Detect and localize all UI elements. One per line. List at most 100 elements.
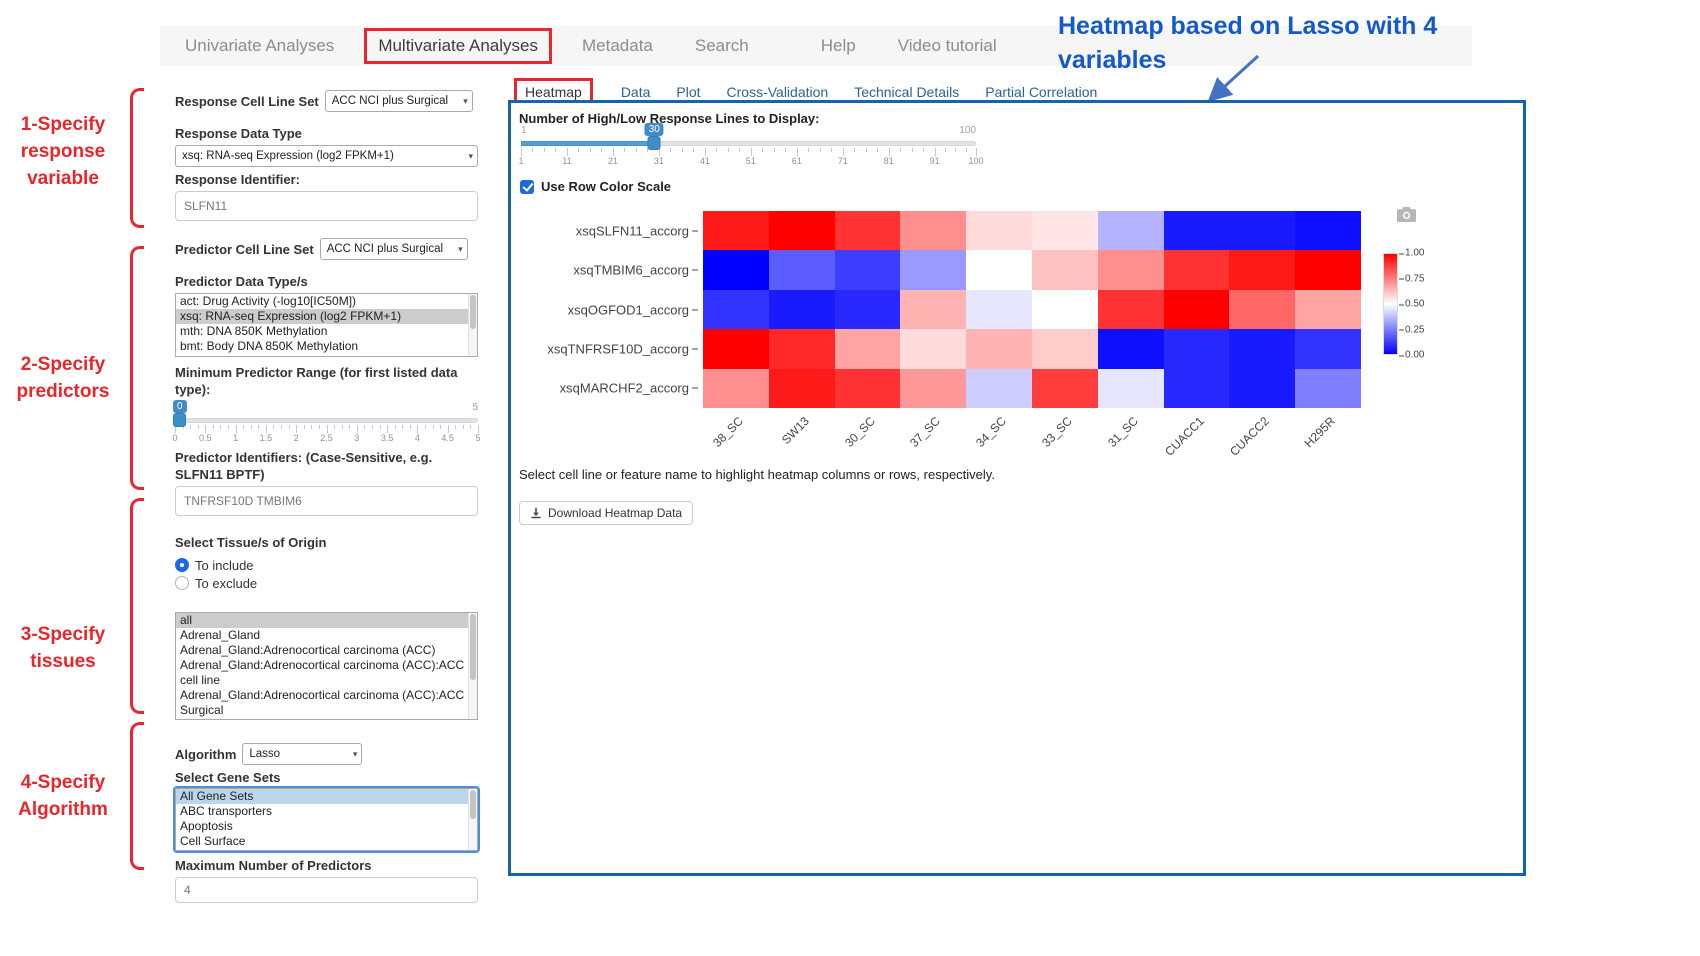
heatmap-cell[interactable] (900, 329, 967, 370)
heatmap-cell[interactable] (1163, 368, 1230, 409)
heatmap-row-label-xsqogfod1-accorg[interactable]: xsqOGFOD1_accorg (567, 302, 689, 317)
heatmap-cell[interactable] (834, 368, 901, 409)
predictor-data-type-list[interactable]: act: Drug Activity (-log10[IC50M]) xsq: R… (175, 293, 478, 357)
list-option-mth-dna-850k-methylation[interactable]: mth: DNA 850K Methylation (180, 324, 328, 338)
heatmap-cell[interactable] (1229, 329, 1296, 370)
nav-item-video-tutorial[interactable]: Video tutorial (897, 36, 997, 55)
response-cell-line-set-select[interactable]: ACC NCI plus Surgical ▾ (324, 90, 473, 112)
heatmap-cell[interactable] (966, 368, 1033, 409)
heatmap-cell[interactable] (966, 289, 1033, 330)
heatmap-cell[interactable] (703, 211, 770, 251)
nav-item-search[interactable]: Search (694, 36, 749, 55)
list-option-xsq-rna-seq-expression-log2-fpkm-1-[interactable]: xsq: RNA-seq Expression (log2 FPKM+1) (176, 309, 477, 324)
radio-option-to-include[interactable]: To include (175, 556, 478, 574)
heatmap-row-label-xsqslfn11-accorg[interactable]: xsqSLFN11_accorg (575, 223, 689, 239)
heatmap-cell[interactable] (768, 329, 836, 370)
heatmap-cell[interactable] (966, 250, 1033, 291)
response-data-type-select[interactable]: xsq: RNA-seq Expression (log2 FPKM+1) ▾ (175, 145, 478, 167)
scrollbar[interactable] (468, 613, 477, 719)
heatmap-cell[interactable] (1097, 289, 1165, 330)
heatmap-cell[interactable] (1032, 211, 1099, 251)
heatmap-cell[interactable] (703, 329, 770, 370)
radio-icon[interactable] (175, 558, 189, 572)
list-option-adrenal-gland[interactable]: Adrenal_Gland (180, 628, 261, 642)
heatmap-cell[interactable] (834, 250, 901, 291)
heatmap-cell[interactable] (834, 329, 901, 370)
algorithm-select[interactable]: Lasso ▾ (242, 743, 363, 765)
radio-icon[interactable] (175, 576, 189, 590)
heatmap-cell[interactable] (768, 368, 836, 409)
heatmap-row-label-xsqmarchf2-accorg[interactable]: xsqMARCHF2_accorg (559, 380, 689, 396)
download-heatmap-button[interactable]: Download Heatmap Data (519, 501, 694, 525)
slider-track[interactable] (175, 418, 478, 423)
heatmap-row-label-xsqtnfrsf10d-accorg[interactable]: xsqTNFRSF10D_accorg (547, 341, 689, 357)
heatmap-cell[interactable] (834, 289, 901, 330)
list-option-adrenal-gland-adrenocortical-carcinoma-acc-[interactable]: Adrenal_Gland:Adrenocortical carcinoma (… (180, 643, 436, 657)
list-option-abc-transporters[interactable]: ABC transporters (180, 804, 273, 818)
heatmap-cell[interactable] (900, 250, 967, 291)
tab-cross-validation[interactable]: Cross-Validation (726, 84, 829, 100)
heatmap-cell[interactable] (1097, 368, 1165, 409)
predictor-cell-line-set-select[interactable]: ACC NCI plus Surgical ▾ (319, 238, 468, 260)
heatmap-cell[interactable] (1032, 329, 1099, 370)
heatmap-cell[interactable] (1295, 211, 1362, 251)
scrollbar-thumb[interactable] (470, 614, 476, 680)
heatmap-cell[interactable] (1032, 368, 1099, 409)
min-range-slider[interactable]: 0 5 0 0 0.5 1 1.5 2 2.5 3 3.5 4 4.5 5 (172, 400, 481, 444)
slider-handle[interactable] (647, 136, 661, 150)
nav-item-univariate-analyses[interactable]: Univariate Analyses (185, 36, 335, 55)
heatmap-cell[interactable] (768, 250, 836, 291)
tab-technical-details[interactable]: Technical Details (854, 84, 960, 100)
scrollbar[interactable] (468, 294, 477, 356)
heatmap-cell[interactable] (966, 211, 1033, 251)
list-option-all[interactable]: all (176, 613, 477, 628)
max-predictors-input[interactable]: 4 (175, 877, 478, 903)
heatmap-cell[interactable] (1229, 211, 1296, 251)
heatmap-cell[interactable] (703, 289, 770, 330)
heatmap-cell[interactable] (1163, 329, 1230, 370)
list-option-adrenal-gland-adrenocortical-carcinoma-acc-acc-cell-line[interactable]: Adrenal_Gland:Adrenocortical carcinoma (… (180, 658, 465, 687)
lines-slider[interactable]: 1 100 30 1 11 21 31 41 51 61 71 81 91 100 (518, 123, 984, 167)
heatmap-cell[interactable] (1295, 289, 1362, 330)
response-identifier-input[interactable]: SLFN11 (175, 191, 478, 221)
heatmap-cell[interactable] (966, 329, 1033, 370)
heatmap-cell[interactable] (1097, 250, 1165, 291)
heatmap-cell[interactable] (768, 211, 836, 251)
nav-item-help[interactable]: Help (820, 36, 856, 55)
heatmap-cell[interactable] (703, 250, 770, 291)
tab-partial-correlation[interactable]: Partial Correlation (985, 84, 1098, 100)
heatmap-cell[interactable] (1295, 368, 1362, 409)
heatmap-cell[interactable] (1229, 368, 1296, 409)
heatmap-cell[interactable] (1295, 250, 1362, 291)
scrollbar[interactable] (468, 789, 477, 850)
gene-sets-list[interactable]: All Gene Sets ABC transporters Apoptosis Ce… (173, 786, 480, 853)
row-color-scale-checkbox[interactable] (520, 179, 534, 194)
heatmap-cell[interactable] (1032, 289, 1099, 330)
heatmap-cell[interactable] (1097, 329, 1165, 370)
heatmap-cell[interactable] (1163, 289, 1230, 330)
heatmap-cell[interactable] (768, 289, 836, 330)
heatmap-cell[interactable] (900, 289, 967, 330)
tissue-list[interactable]: all Adrenal_Gland Adrenal_Gland:Adrenocort… (175, 612, 478, 720)
radio-option-to-exclude[interactable]: To exclude (175, 574, 478, 592)
nav-item-multivariate-analyses[interactable]: Multivariate Analyses (364, 28, 552, 64)
heatmap-cell[interactable] (1097, 211, 1165, 251)
tab-plot[interactable]: Plot (676, 84, 701, 100)
heatmap-cell[interactable] (1163, 211, 1230, 251)
list-option-all-gene-sets[interactable]: All Gene Sets (176, 789, 477, 804)
heatmap-cell[interactable] (1032, 250, 1099, 291)
heatmap-cell[interactable] (1229, 289, 1296, 330)
heatmap-cell[interactable] (900, 368, 967, 409)
list-option-apoptosis[interactable]: Apoptosis (180, 819, 233, 833)
list-option-adrenal-gland-adrenocortical-carcinoma-acc-acc-surgical[interactable]: Adrenal_Gland:Adrenocortical carcinoma (… (180, 688, 465, 717)
heatmap-cell[interactable] (1163, 250, 1230, 291)
heatmap-cell[interactable] (900, 211, 967, 251)
tab-data[interactable]: Data (620, 84, 651, 100)
heatmap-row-label-xsqtmbim6-accorg[interactable]: xsqTMBIM6_accorg (573, 262, 689, 278)
heatmap-cell[interactable] (1295, 329, 1362, 370)
scrollbar-thumb[interactable] (470, 295, 476, 330)
heatmap-cell[interactable] (834, 211, 901, 251)
heatmap-cell[interactable] (703, 368, 770, 409)
nav-item-metadata[interactable]: Metadata (582, 36, 653, 55)
slider-handle[interactable] (173, 413, 186, 427)
